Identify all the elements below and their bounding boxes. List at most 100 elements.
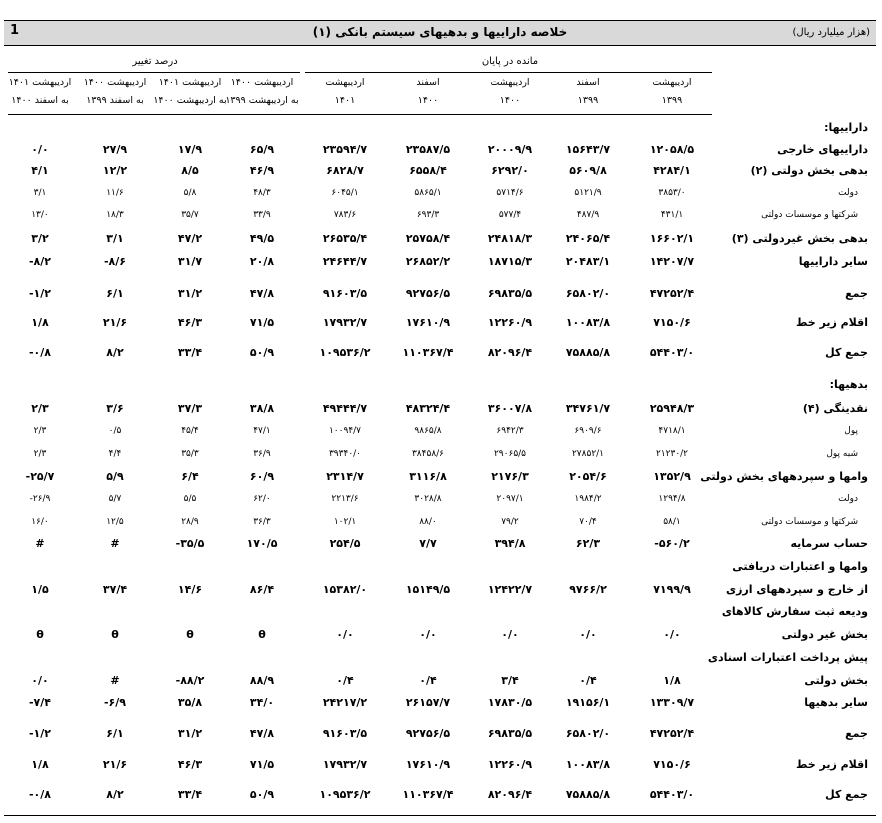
cell: -۲۵/۷ [25, 470, 55, 483]
cell: ۷۱۹۹/۹ [653, 583, 691, 596]
cell: ۱/۸ [31, 316, 49, 329]
row-label: شرکتها و موسسات دولتی [761, 210, 858, 220]
cell: ۶۰/۹ [249, 470, 275, 483]
row-label: وامها و سپردههای بخش دولتی [700, 470, 868, 483]
cell: ۷/۷ [419, 537, 437, 550]
group-label: درصد تغییر [132, 56, 178, 67]
cell: ۵۰/۹ [249, 346, 275, 359]
cell: ۳۳/۹ [253, 210, 271, 220]
cell: ۱۳/۰ [31, 210, 49, 220]
cell: ۲۴۶۴۴/۷ [322, 255, 368, 268]
cell: -۷/۴ [28, 696, 52, 709]
cell: ۴۹۴۴۴/۷ [322, 402, 368, 415]
cell: ۷۱۵۰/۶ [653, 758, 691, 771]
cell: ۱۲۰۵۸/۵ [649, 143, 695, 156]
cell: ۵۸/۱ [663, 517, 681, 527]
cell: ۱/۸ [663, 674, 681, 687]
cell: -۰/۸ [28, 788, 52, 801]
cell: ۲۱/۶ [102, 758, 128, 771]
row-label: بخش دولتی [804, 674, 868, 687]
cell: ۷۸۳/۶ [333, 210, 357, 220]
cell: ۴۸۷/۹ [576, 210, 600, 220]
cell: ۱۲۲۶۰/۹ [487, 758, 533, 771]
cell: ۱۵۱۴۹/۵ [405, 583, 451, 596]
row-label: شرکتها و موسسات دولتی [761, 517, 858, 527]
cell: ۱۰۰۹۴/۷ [328, 426, 362, 436]
cell: ۰/۰ [31, 674, 49, 687]
cell: ۶۲/۰ [253, 494, 271, 504]
cell: ۶/۴ [181, 470, 199, 483]
row-label: شبه پول [826, 449, 858, 459]
cell: ۳۸/۸ [249, 402, 275, 415]
column-header: ۱۳۹۹ [577, 95, 599, 106]
cell: ۱۴/۶ [177, 583, 203, 596]
cell: ۶۹۸۳۵/۵ [487, 727, 533, 740]
cell: ۸۸/۰ [419, 517, 437, 527]
cell: ۵۰/۹ [249, 788, 275, 801]
cell: θ [186, 628, 194, 641]
page-number: 1 [10, 23, 20, 38]
cell: ۵/۵ [183, 494, 197, 504]
cell: ۳۸۴۵۸/۶ [411, 449, 445, 459]
cell: -۶/۹ [103, 696, 127, 709]
cell: ۶۹۸۳۵/۵ [487, 287, 533, 300]
row-label: پیش پرداخت اعتبارات اسنادی [707, 651, 868, 664]
row-label: دولت [838, 494, 858, 504]
cell: ۴۶/۳ [177, 316, 203, 329]
cell: ۱۲/۵ [106, 517, 124, 527]
row-label: جمع [845, 727, 868, 740]
cell: # [110, 537, 120, 550]
cell: ۱۷۰/۵ [246, 537, 278, 550]
column-header: به اردیبهشت ۱۴۰۰ [153, 95, 227, 106]
column-header: به اسفند ۱۳۹۹ [86, 95, 144, 106]
column-header: اردیبهشت ۱۴۰۰ [230, 77, 294, 88]
column-header: اردیبهشت ۱۴۰۱ [8, 77, 72, 88]
title-bar [4, 20, 876, 46]
cell: ۵۶۰۹/۸ [569, 164, 607, 177]
cell: ۲۶۵۳۵/۴ [322, 232, 368, 245]
cell: ۲۶۱۵۷/۷ [405, 696, 451, 709]
cell: ۲۴۰۶۵/۴ [565, 232, 611, 245]
cell: ۱۸/۳ [106, 210, 124, 220]
cell: ۲۰/۸ [249, 255, 275, 268]
cell: ۳۱/۲ [177, 727, 203, 740]
cell: ۹۲۷۵۶/۵ [405, 727, 451, 740]
cell: ۱۲/۲ [102, 164, 128, 177]
unit: (هزار میلیارد ریال) [792, 27, 870, 38]
cell: ۸/۲ [106, 346, 124, 359]
cell: ۱۷۸۳۰/۵ [487, 696, 533, 709]
cell: ۵/۷ [108, 494, 122, 504]
cell: ۴۶/۹ [249, 164, 275, 177]
row-label: داراییهای خارجی [777, 143, 868, 156]
cell: ۱۳۵۲/۹ [653, 470, 691, 483]
cell: ۷۵۸۸۵/۸ [565, 788, 611, 801]
cell: ۲/۳ [33, 426, 47, 436]
column-header: اردیبهشت [325, 77, 365, 88]
cell: ۸۲۰۹۶/۴ [487, 788, 533, 801]
cell: ۰/۴ [336, 674, 354, 687]
cell: ۵/۹ [106, 470, 124, 483]
cell: ۱۴۲۰۷/۷ [649, 255, 695, 268]
cell: ۱۵۶۴۳/۷ [565, 143, 611, 156]
cell: ۲۴۲۱۷/۲ [322, 696, 368, 709]
cell: ۴۷/۸ [249, 727, 275, 740]
rule [8, 114, 712, 115]
cell: ۱۱۰۳۶۷/۴ [402, 346, 454, 359]
cell: ۱۸۷۱۵/۳ [487, 255, 533, 268]
cell: ۲۱۷۶/۳ [491, 470, 529, 483]
cell: ۲۰۵۴/۶ [569, 470, 607, 483]
cell: ۱۱۰۳۶۷/۴ [402, 788, 454, 801]
cell: ۲۳۵۹۴/۷ [322, 143, 368, 156]
cell: ۲۵۹۴۸/۳ [649, 402, 695, 415]
cell: ۶۸۲۸/۷ [326, 164, 364, 177]
cell: ۷۵۸۸۵/۸ [565, 346, 611, 359]
row-label: وامها و اعتبارات دریافتی [732, 560, 868, 573]
row-label: جمع کل [825, 788, 868, 801]
cell: ۹۱۶۰۳/۵ [322, 287, 368, 300]
cell: ۳۶/۳ [253, 517, 271, 527]
cell: ۳۰۲۸/۸ [414, 494, 442, 504]
cell: ۵/۸ [183, 188, 197, 198]
column-header: اردیبهشت [490, 77, 530, 88]
cell: ۲۵۴/۵ [329, 537, 361, 550]
cell: ۲۰۹۷/۱ [496, 494, 524, 504]
